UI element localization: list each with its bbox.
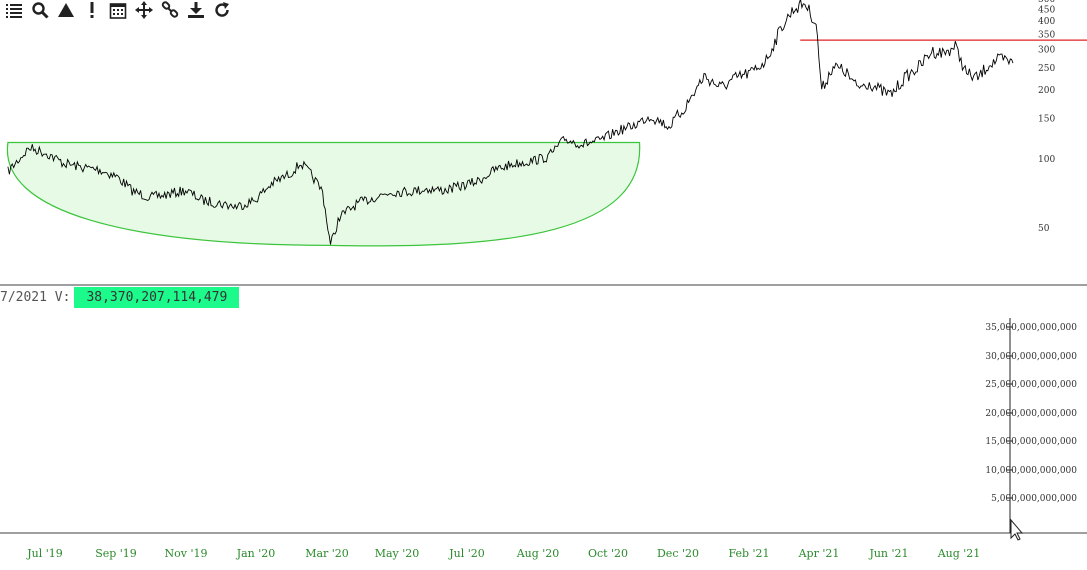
- price-tick-label: 450: [1038, 5, 1055, 15]
- volume-tick-label: 20,000,000,000,000: [985, 409, 1077, 419]
- price-tick-label: 500: [1038, 0, 1055, 5]
- volume-readout: 7/2021 V: 38,370,207,114,479: [0, 287, 240, 308]
- price-series-line: [7, 0, 1014, 245]
- price-tick-label: 250: [1038, 64, 1055, 74]
- price-tick-label: 150: [1038, 115, 1055, 125]
- calendar-icon[interactable]: [108, 1, 128, 19]
- mouse-cursor-icon: [1010, 518, 1024, 541]
- date-tick-label: Mar '20: [305, 547, 349, 560]
- move-icon[interactable]: [134, 1, 154, 19]
- link-icon[interactable]: [160, 1, 180, 19]
- date-tick-label: May '20: [375, 547, 420, 560]
- date-tick-label: Dec '20: [657, 547, 699, 560]
- price-tick-label: 400: [1038, 17, 1055, 27]
- price-tick-label: 350: [1038, 30, 1055, 40]
- price-tick-label: 300: [1038, 46, 1055, 56]
- download-icon[interactable]: [186, 1, 206, 19]
- price-tick-label: 100: [1038, 155, 1055, 165]
- volume-tick-label: 35,000,000,000,000: [985, 323, 1077, 333]
- date-tick-label: Nov '19: [165, 547, 208, 560]
- date-tick-label: Apr '21: [798, 547, 840, 560]
- date-tick-label: Aug '21: [937, 547, 981, 560]
- readout-label: 7/2021 V:: [0, 290, 71, 305]
- exclamation-icon[interactable]: [82, 1, 102, 19]
- date-tick-label: Oct '20: [588, 547, 628, 560]
- volume-tick-label: 5,000,000,000,000: [991, 494, 1077, 504]
- date-tick-label: Jul '19: [26, 547, 63, 560]
- price-tick-label: 200: [1038, 86, 1055, 96]
- price-tick-label: 50: [1038, 224, 1050, 234]
- refresh-icon[interactable]: [212, 1, 232, 19]
- search-icon[interactable]: [30, 1, 50, 19]
- volume-tick-label: 30,000,000,000,000: [985, 352, 1077, 362]
- volume-tick-label: 15,000,000,000,000: [985, 437, 1077, 447]
- readout-value: 38,370,207,114,479: [74, 287, 240, 308]
- list-icon[interactable]: [4, 1, 24, 19]
- date-tick-label: Aug '20: [516, 547, 560, 560]
- triangle-icon[interactable]: [56, 1, 76, 19]
- volume-tick-label: 25,000,000,000,000: [985, 380, 1077, 390]
- date-tick-label: Jun '21: [868, 547, 908, 560]
- date-tick-label: Sep '19: [95, 547, 137, 560]
- date-tick-label: Jan '20: [236, 547, 276, 560]
- chart-toolbar: [4, 0, 232, 20]
- date-tick-label: Feb '21: [728, 547, 769, 560]
- volume-tick-label: 10,000,000,000,000: [985, 466, 1077, 476]
- rounded-bottom-pattern: [6, 141, 641, 247]
- date-tick-label: Jul '20: [448, 547, 485, 560]
